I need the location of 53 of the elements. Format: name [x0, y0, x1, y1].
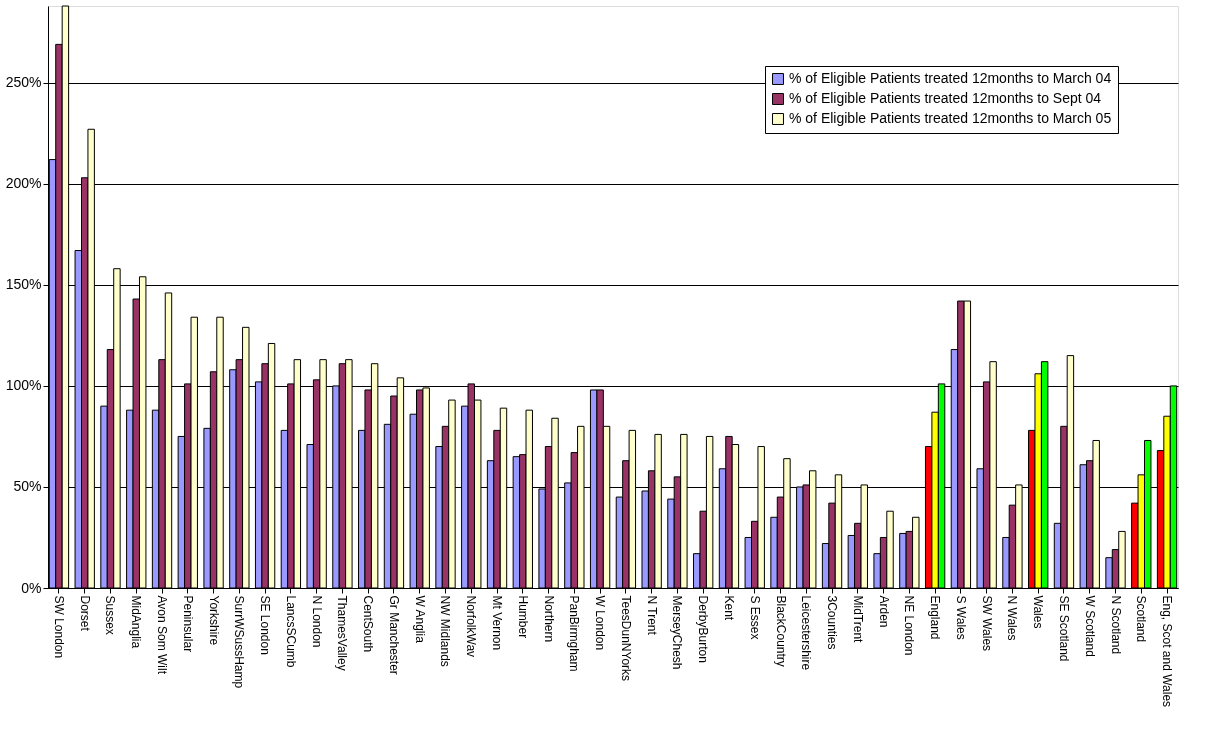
y-tick-label: 100%	[5, 377, 42, 394]
x-tick-label: MerseyChesh	[670, 595, 685, 670]
x-tick-label: Sussex	[103, 595, 118, 635]
x-tick-label: Mt Vernon	[490, 595, 505, 651]
x-tick-label: N Scotland	[1108, 595, 1123, 655]
x-tick-label: N Trent	[644, 595, 659, 636]
x-tick-label: W Anglia	[412, 595, 427, 644]
x-tick-label: Northern	[541, 595, 556, 643]
x-tick-label: SW London	[51, 595, 66, 659]
x-tick-label: PanBirmgham	[567, 595, 582, 672]
legend-label: % of Eligible Patients treated 12months to March 05	[789, 110, 1112, 126]
legend-label: % of Eligible Patients treated 12months to March 04	[789, 70, 1112, 86]
x-tick-label: Avon Som Wilt	[155, 595, 170, 675]
x-tick-label: LancsSCumb	[283, 595, 298, 668]
x-tick-label: S Wales	[953, 595, 968, 640]
legend-label: % of Eligible Patients treated 12months to Sept 04	[789, 90, 1102, 106]
x-tick-label: SurrWSussHamp	[232, 595, 247, 689]
x-tick-label: DerbyBurton	[696, 595, 711, 663]
x-tick-label: N Wales	[1005, 595, 1020, 641]
x-tick-label: SE London	[258, 595, 273, 655]
x-tick-label: MidAnglia	[129, 595, 144, 649]
x-tick-label: Gr Manchester	[386, 595, 401, 675]
y-tick-label: 150%	[5, 276, 42, 293]
x-tick-label: MidTrent	[850, 595, 865, 644]
x-tick-label: Wales	[1031, 595, 1046, 629]
y-tick-label: 0%	[21, 579, 42, 596]
x-tick-label: 3Counties	[825, 595, 840, 650]
x-tick-label: BlackCountry	[773, 595, 788, 667]
x-tick-label: England	[928, 595, 943, 640]
x-tick-label: ThamesValley	[335, 595, 350, 671]
x-tick-label: N London	[309, 595, 324, 648]
x-tick-label: Leicestershire	[799, 595, 814, 671]
x-tick-label: CentSouth	[361, 595, 376, 653]
x-tick-label: Arden	[876, 595, 891, 628]
x-tick-label: NE London	[902, 595, 917, 656]
y-tick-label: 200%	[5, 175, 42, 192]
x-tick-label: Yorkshire	[206, 595, 221, 646]
x-tick-label: W London	[593, 595, 608, 651]
x-tick-label: Peninsular	[180, 595, 195, 653]
x-tick-label: SW Wales	[979, 595, 994, 652]
x-tick-label: NorfolkWav	[464, 595, 479, 658]
x-tick-label: TeesDunNYorks	[618, 595, 633, 682]
x-tick-label: SE Scotland	[1056, 595, 1071, 662]
y-tick-label: 250%	[5, 74, 42, 91]
x-tick-label: Dorset	[77, 595, 92, 632]
y-tick-label: 50%	[13, 478, 42, 495]
x-tick-label: Humber	[515, 595, 530, 639]
x-tick-label: Kent	[721, 595, 736, 621]
x-tick-label: S Essex	[747, 595, 762, 640]
x-tick-label: Scotland	[1134, 595, 1149, 643]
x-tick-label: NW Midlands	[438, 595, 453, 667]
x-tick-label: Eng, Scot and Wales	[1160, 595, 1175, 708]
x-tick-label: W Scotland	[1082, 595, 1097, 657]
